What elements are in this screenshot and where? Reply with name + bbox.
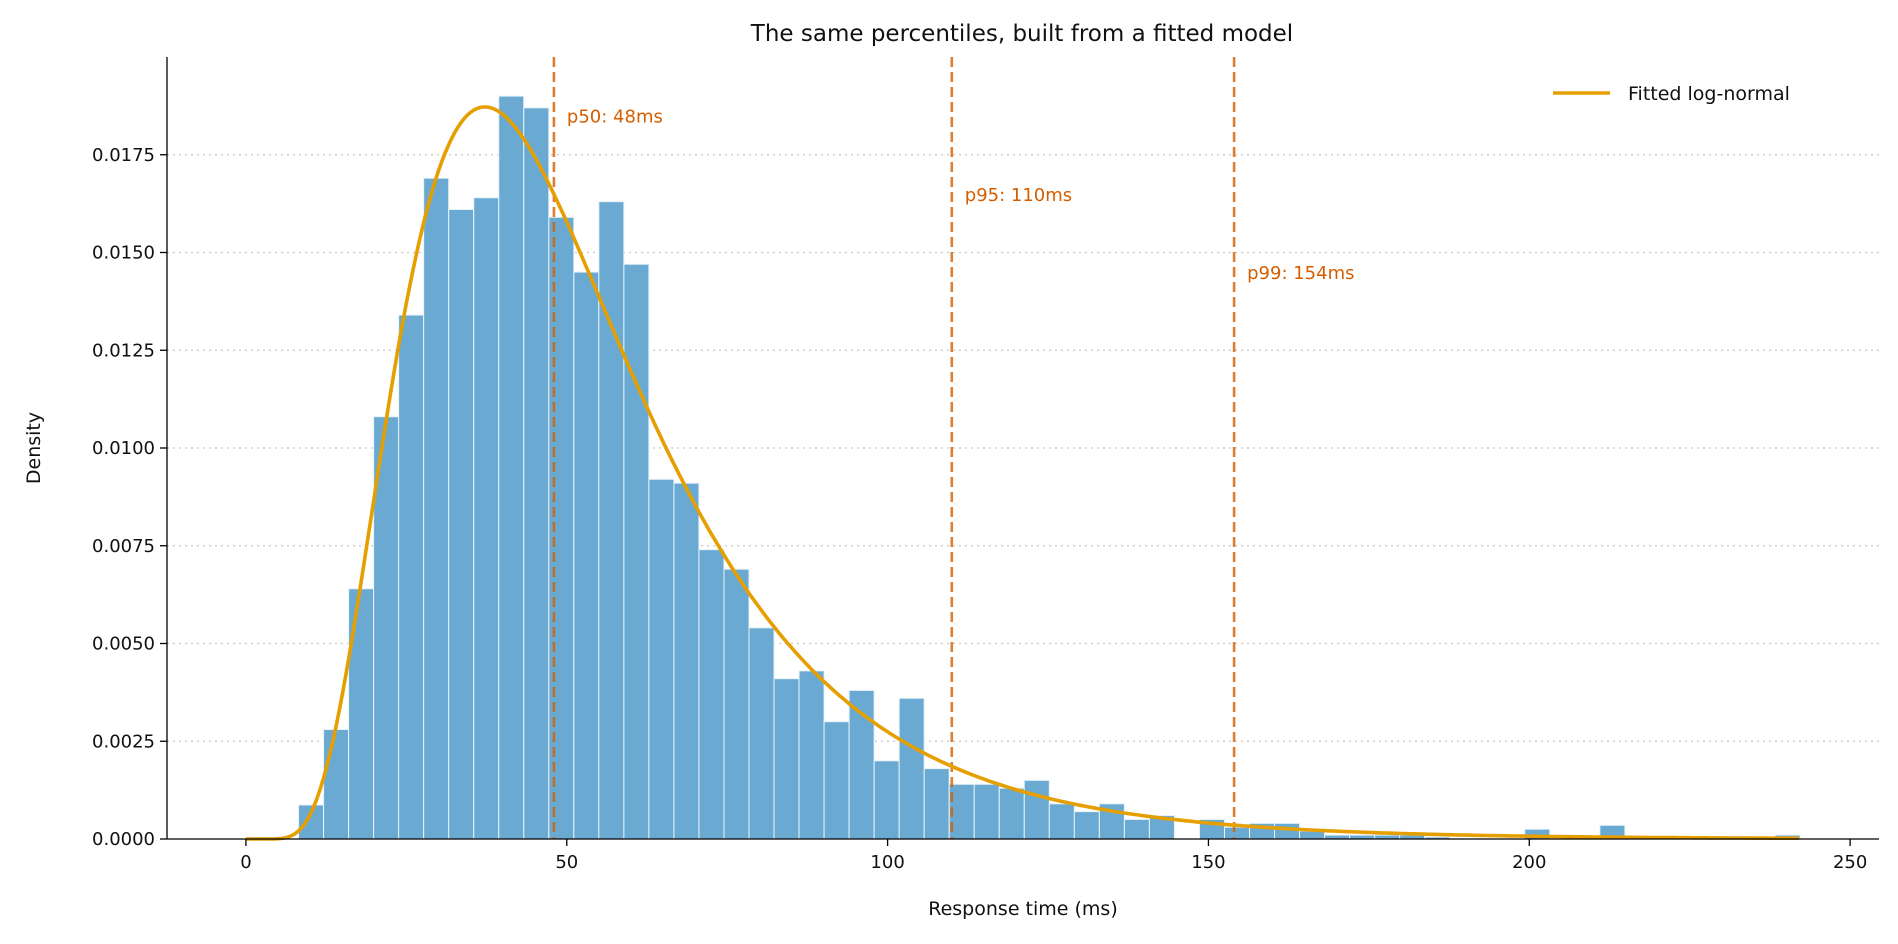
histogram-bar bbox=[1073, 811, 1100, 840]
y-tick-label: 0.0175 bbox=[92, 145, 155, 166]
x-axis-label: Response time (ms) bbox=[928, 898, 1118, 920]
histogram-bar bbox=[823, 721, 850, 840]
histogram-bar bbox=[1274, 822, 1301, 840]
percentile-label: p99: 154ms bbox=[1247, 263, 1354, 284]
y-axis-label: Density bbox=[23, 412, 45, 484]
x-tick-label: 200 bbox=[1512, 852, 1546, 873]
histogram-bar bbox=[898, 697, 925, 840]
y-tick-label: 0.0150 bbox=[92, 243, 155, 264]
histogram-bar bbox=[1048, 803, 1075, 840]
histogram-bar bbox=[673, 482, 700, 840]
y-tick-label: 0.0050 bbox=[92, 634, 155, 655]
x-tick-label: 0 bbox=[240, 852, 251, 873]
histogram-bar bbox=[773, 678, 800, 840]
histogram-bar bbox=[448, 208, 475, 840]
histogram-bar bbox=[723, 568, 750, 840]
histogram-bar bbox=[798, 670, 825, 840]
fitted-lognormal-curve bbox=[245, 105, 1799, 841]
percentile-label: p95: 110ms bbox=[965, 185, 1072, 206]
histogram-bar bbox=[1123, 818, 1150, 840]
histogram-bar bbox=[323, 729, 350, 840]
x-tick-label: 150 bbox=[1191, 852, 1225, 873]
histogram-bar bbox=[398, 314, 425, 840]
x-tick-label: 50 bbox=[555, 852, 578, 873]
histogram-bar bbox=[748, 627, 775, 840]
histogram-bar bbox=[1023, 779, 1050, 840]
percentile-label: p50: 48ms bbox=[567, 107, 663, 128]
y-tick-label: 0.0125 bbox=[92, 340, 155, 361]
histogram-bar bbox=[623, 263, 650, 840]
y-tick-label: 0.0000 bbox=[92, 829, 155, 850]
histogram-bar bbox=[1299, 830, 1326, 840]
histogram-bar bbox=[598, 201, 625, 840]
histogram-bar bbox=[548, 216, 575, 840]
histogram-bar bbox=[423, 177, 450, 840]
histogram-bar bbox=[573, 271, 600, 840]
histogram-bar bbox=[873, 760, 900, 840]
x-tick-label: 250 bbox=[1833, 852, 1867, 873]
histogram-bar bbox=[973, 783, 1000, 840]
y-tick-label: 0.0100 bbox=[92, 438, 155, 459]
histogram-bar bbox=[1223, 826, 1251, 840]
histogram-bar bbox=[998, 787, 1025, 840]
legend-label-fitted: Fitted log-normal bbox=[1628, 83, 1790, 105]
histogram-bar bbox=[698, 549, 725, 840]
histogram-bar bbox=[473, 197, 500, 840]
histogram-bar bbox=[523, 107, 550, 840]
histogram-bar bbox=[498, 95, 525, 840]
x-tick-label: 100 bbox=[870, 852, 904, 873]
legend: Fitted log-normal bbox=[1553, 83, 1790, 105]
histogram-bar bbox=[648, 478, 675, 840]
histogram-bar bbox=[923, 768, 950, 840]
chart-title: The same percentiles, built from a fitte… bbox=[750, 21, 1293, 47]
y-tick-label: 0.0075 bbox=[92, 536, 155, 557]
y-tick-label: 0.0025 bbox=[92, 731, 155, 752]
